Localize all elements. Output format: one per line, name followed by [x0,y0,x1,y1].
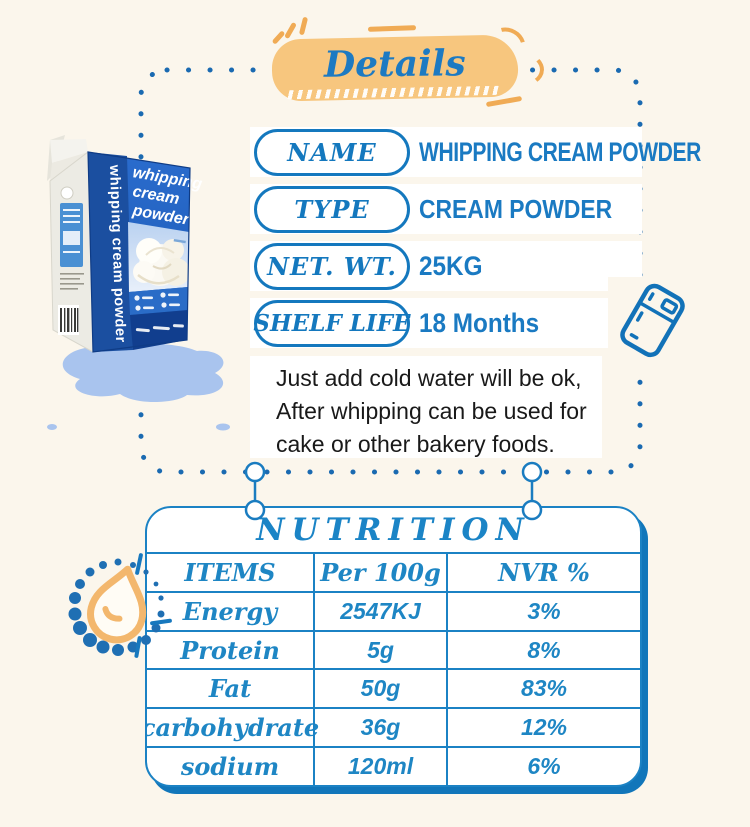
brush-tick-icon [284,21,297,40]
table-row: Protein 5g 8% [147,631,640,671]
cell-per100g: 2547KJ [313,592,446,630]
box-front-title-1: whipping [131,164,203,193]
name-pill: NAME [254,128,410,176]
col-header-nvr: NVR % [446,554,640,591]
shelf-life-label: SHELF LIFE [253,309,411,337]
cell-per100g: 120ml [313,748,446,785]
table-row: carbohydrate 36g 12% [145,709,640,749]
spec-row-type: TYPE CREAM POWDER [250,184,642,234]
usage-description: Just add cold water will be ok, After wh… [250,356,602,458]
brush-dash-icon [485,95,523,108]
dot-ring [68,558,165,656]
description-line-1: Just add cold water will be ok, [276,365,582,391]
fridge-icon-box [608,277,694,369]
table-row: Energy 2547KJ 3% [147,592,640,632]
brush-dash-icon [367,25,417,32]
brush-tick-icon [271,30,286,45]
cell-item: Energy [182,596,278,626]
barcode [60,308,79,332]
cell-item: Fat [208,674,252,704]
cell-item: carbohydrate [145,713,320,743]
description-line-2: After whipping can be used for [276,398,587,424]
cell-per100g: 50g [313,670,446,708]
nutrition-title: NUTRITION [147,508,640,554]
name-label: NAME [287,137,377,167]
box-front-title-2: cream [131,183,180,208]
feature-icons [134,292,180,311]
type-label: TYPE [294,194,370,224]
cell-per100g: 36g [313,709,446,747]
product-box-image: whipping cream powder whipping cream pow… [47,135,230,431]
table-row: Fat 50g 83% [147,670,640,710]
col-header-items: ITEMS [184,557,276,587]
cell-nvr: 83% [446,670,640,708]
name-value: WHIPPING CREAM POWDER [419,136,701,167]
brush-tick-icon [298,16,309,36]
fridge-icon [620,283,685,358]
type-value: CREAM POWDER [419,193,613,224]
milk-puddle [62,343,224,402]
col-header-per100g: Per 100g [313,554,446,591]
cell-nvr: 3% [446,592,640,630]
cell-item: sodium [180,752,280,782]
nutrition-table: NUTRITION ITEMS Per 100g NVR % Energy 25… [145,506,642,787]
spec-row-name: NAME WHIPPING CREAM POWDER [250,127,701,177]
carton-top [47,135,88,181]
net-wt-pill: NET. WT. [254,242,410,290]
cream-swirl-photo [128,222,189,292]
water-drop-icon [68,558,165,656]
details-badge: Details [271,34,519,102]
carton-front: whipping cream powder whipping cream pow… [87,151,204,353]
spec-row-shelf-life: SHELF LIFE 18 Months [250,298,642,348]
net-wt-value: 25KG [419,250,483,281]
carton-side [49,151,94,353]
box-front-title-3: powder [130,202,191,229]
table-header-row: ITEMS Per 100g NVR % [147,554,640,593]
cell-nvr: 8% [446,631,640,669]
net-wt-label: NET. WT. [267,251,397,281]
table-row: sodium 120ml 6% [147,748,640,785]
type-pill: TYPE [254,185,410,233]
shelf-life-pill: SHELF LIFE [253,299,411,347]
cell-nvr: 6% [446,748,640,785]
description-line-3: cake or other bakery foods. [276,431,555,457]
spec-row-net-wt: NET. WT. 25KG [250,241,642,291]
fine-print [135,324,184,333]
section-title: Details [323,42,467,86]
cell-per100g: 5g [313,631,446,669]
box-side-title: whipping cream powder [106,164,128,343]
cell-item: Protein [180,635,280,665]
shelf-life-value: 18 Months [419,307,540,338]
cell-nvr: 12% [446,709,640,747]
